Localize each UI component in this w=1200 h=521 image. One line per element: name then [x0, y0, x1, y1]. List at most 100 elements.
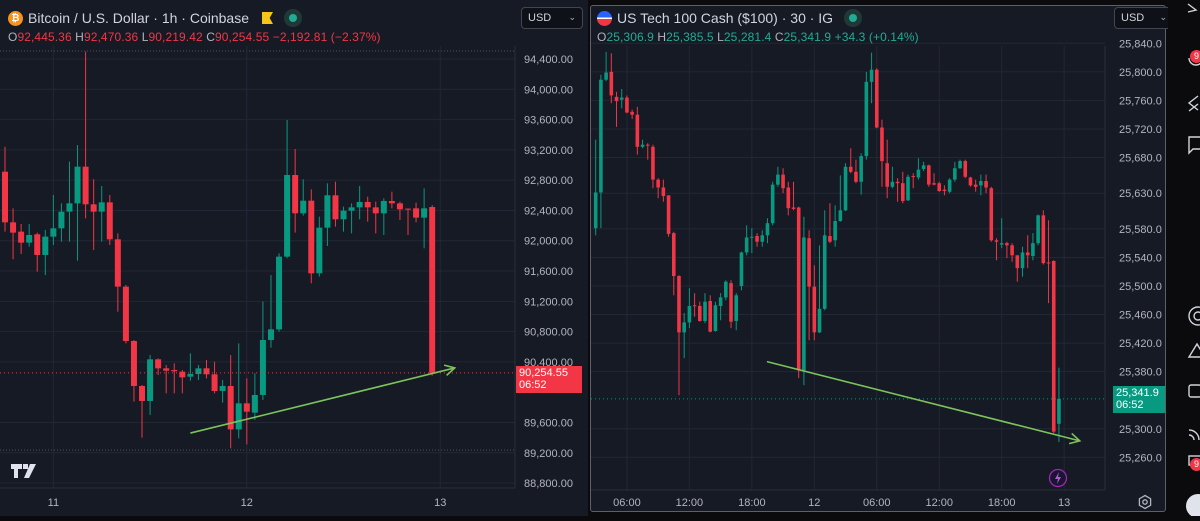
chevron-down-icon: ⌄	[1159, 12, 1167, 22]
charts-canvas[interactable]: 94,400.00 94,000.00 93,600.00 93,200.00 92,8…	[0, 0, 1168, 516]
candle-body	[999, 243, 1004, 245]
chat-icon[interactable]	[1188, 136, 1200, 155]
time-axis-label: 06:00	[613, 497, 641, 509]
ndx-ohlc: O25,306.9 H25,385.5 L25,281.4 C25,341.9 …	[597, 30, 919, 44]
price-axis-label: 89,200.00	[524, 448, 573, 460]
time-axis-label: 18:00	[988, 497, 1016, 509]
candle-body	[703, 301, 707, 321]
market-status-icon[interactable]	[844, 9, 863, 27]
candle-body	[625, 97, 629, 113]
trend-arrow-icon	[1068, 432, 1082, 445]
candle-body	[906, 176, 910, 201]
candle-body	[921, 165, 926, 169]
ndx-symbol-title[interactable]: US Tech 100 Cash ($100) · 30 · IG	[617, 10, 834, 26]
time-axis-label: 12:00	[925, 497, 953, 509]
candle-body	[130, 340, 137, 386]
candle-body	[750, 236, 754, 238]
candle-body	[276, 256, 283, 330]
candle-body	[1041, 215, 1046, 264]
candle-body	[817, 308, 822, 333]
ideas-icon[interactable]	[1187, 342, 1200, 358]
candle-body	[890, 181, 895, 187]
candle-body	[724, 281, 728, 298]
price-axis-label: 88,800.00	[524, 478, 573, 490]
price-axis-label: 89,600.00	[524, 417, 573, 429]
price-axis-label: 25,300.0	[1119, 424, 1162, 436]
notification-badge: 9	[1190, 458, 1200, 471]
candle-body	[163, 368, 170, 371]
target-icon[interactable]	[1188, 306, 1200, 326]
candle-body	[984, 181, 988, 188]
alerts-icon[interactable]	[1188, 57, 1200, 66]
candle-body	[1036, 215, 1040, 244]
candle-body	[729, 283, 733, 322]
candle-body	[267, 329, 274, 341]
candle-body	[968, 177, 973, 186]
candle-body	[687, 305, 692, 323]
bitcoin-chart-pane[interactable]	[0, 0, 588, 516]
calendar-icon[interactable]	[1188, 384, 1200, 398]
price-axis-label: 92,800.00	[524, 175, 573, 187]
candle-body	[243, 403, 250, 412]
candle-body	[880, 127, 884, 162]
candle-body	[58, 211, 65, 229]
candle-body	[864, 81, 869, 157]
candle-body	[651, 146, 655, 180]
candle-body	[308, 200, 315, 274]
candle-body	[421, 208, 428, 218]
candle-body	[147, 359, 154, 401]
candle-body	[1057, 398, 1061, 424]
price-axis-label: 90,400.00	[524, 357, 573, 369]
trend-arrow-icon	[443, 364, 457, 376]
candle-body	[284, 175, 291, 257]
trend-line	[766, 360, 1080, 442]
btc-ohlc: O92,445.36 H92,470.36 L90,219.42 C90,254…	[8, 30, 381, 44]
candle-body	[405, 208, 411, 210]
price-axis-label: 91,200.00	[524, 296, 573, 308]
watchlist-icon[interactable]	[1187, 3, 1198, 13]
market-status-icon[interactable]	[283, 9, 302, 27]
chevron-down-icon: ⌄	[568, 12, 576, 22]
candle-body	[755, 236, 759, 242]
trend-line	[190, 367, 455, 434]
candle-body	[958, 161, 962, 169]
candle-body	[1051, 261, 1056, 432]
candle-body	[692, 305, 697, 307]
price-axis-label: 25,720.0	[1119, 124, 1162, 136]
candle-body	[885, 163, 889, 187]
streams-icon[interactable]	[1188, 429, 1200, 441]
price-axis-label: 25,260.0	[1119, 452, 1162, 464]
price-axis-label: 91,600.00	[524, 266, 573, 278]
btc-symbol-title[interactable]: Bitcoin / U.S. Dollar · 1h · Coinbase	[28, 10, 249, 26]
candle-body	[937, 183, 942, 192]
candle-body	[859, 156, 863, 182]
time-axis-label: 11	[48, 497, 59, 509]
candle-body	[316, 227, 323, 274]
candle-body	[645, 144, 650, 146]
candle-body	[429, 207, 436, 373]
tradingview-logo-icon[interactable]	[11, 462, 41, 478]
candle-body	[1005, 243, 1009, 246]
candle-body	[916, 169, 921, 178]
candle-body	[656, 179, 660, 188]
lightning-event-icon[interactable]	[1048, 468, 1068, 488]
ndx-currency-select[interactable]: USD ⌄	[1114, 7, 1174, 29]
btc-currency-select[interactable]: USD ⌄	[521, 7, 583, 29]
candle-body	[171, 370, 178, 372]
settings-gear-icon[interactable]	[1137, 494, 1153, 510]
candle-body	[219, 385, 226, 391]
layers-icon[interactable]	[1187, 95, 1199, 112]
candle-body	[776, 174, 780, 185]
candle-body	[635, 114, 640, 147]
apps-icon[interactable]	[1186, 494, 1200, 518]
price-axis-label: 25,460.0	[1119, 310, 1162, 322]
candle-body	[259, 340, 266, 395]
candle-body	[947, 179, 952, 192]
candle-body	[666, 195, 671, 234]
candle-body	[396, 203, 403, 210]
btc-last-price-tag: 90,254.55 06:52	[516, 366, 582, 393]
flag-icon[interactable]	[261, 12, 273, 24]
price-axis-label: 25,800.0	[1119, 67, 1162, 79]
candle-body	[356, 201, 363, 208]
candle-body	[770, 184, 775, 224]
